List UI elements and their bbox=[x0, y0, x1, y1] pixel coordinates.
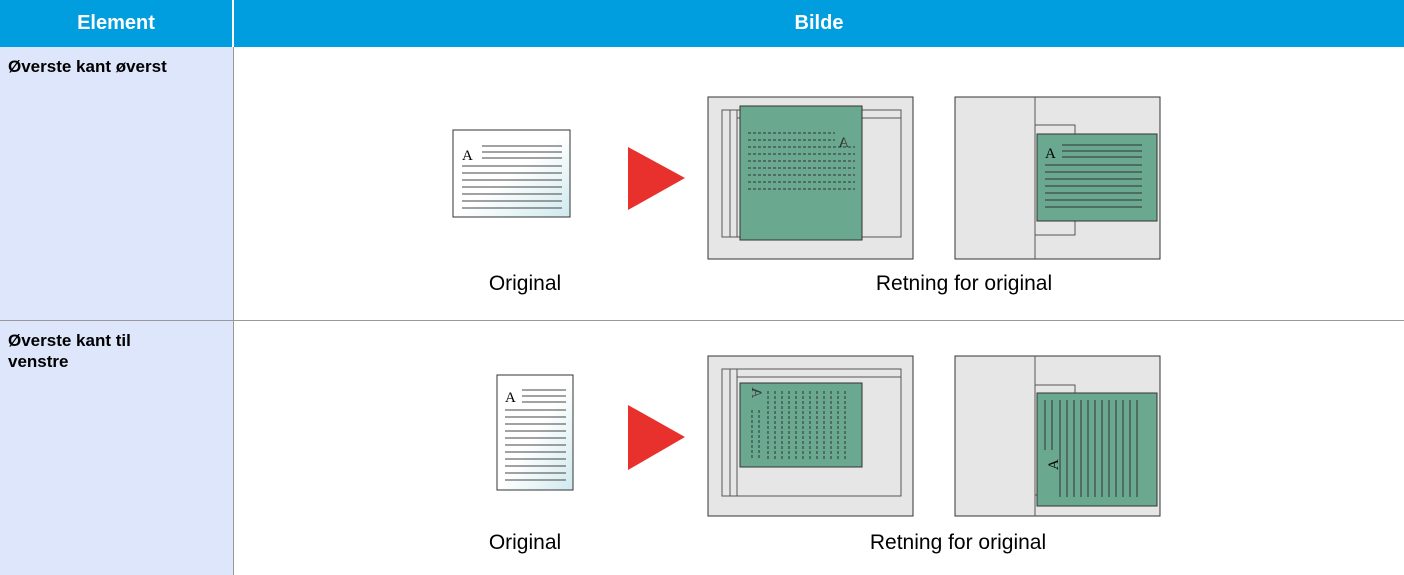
row-label-cell: Øverste kant til venstre bbox=[0, 321, 233, 575]
caption: Original bbox=[488, 531, 562, 554]
feeder-letter: A bbox=[1046, 459, 1062, 470]
feeder-letter: A bbox=[1045, 146, 1056, 162]
column-divider bbox=[233, 47, 234, 575]
row-label-cell: Øverste kant øverst bbox=[0, 47, 233, 320]
original-document: A bbox=[452, 129, 571, 218]
row-label: Øverste kant til venstre bbox=[8, 331, 131, 371]
arrow bbox=[628, 405, 685, 470]
doc-letter: A bbox=[505, 390, 516, 406]
platen-letter: A bbox=[748, 387, 764, 398]
row-label: Øverste kant øverst bbox=[8, 57, 167, 76]
feeder: A bbox=[954, 355, 1161, 517]
header-cell: Bilde bbox=[234, 0, 1404, 47]
caption: Original bbox=[488, 272, 562, 295]
platen: A bbox=[707, 355, 914, 517]
platen: A bbox=[707, 96, 914, 260]
feeder: A bbox=[954, 96, 1161, 260]
header-cell: Element bbox=[0, 0, 232, 47]
caption: Retning for original bbox=[875, 272, 1053, 295]
arrow bbox=[628, 147, 685, 210]
caption: Retning for original bbox=[869, 531, 1047, 554]
row-divider bbox=[0, 320, 1404, 321]
original-document: A bbox=[496, 374, 574, 491]
platen-letter: A bbox=[838, 135, 849, 151]
doc-letter: A bbox=[462, 148, 473, 164]
